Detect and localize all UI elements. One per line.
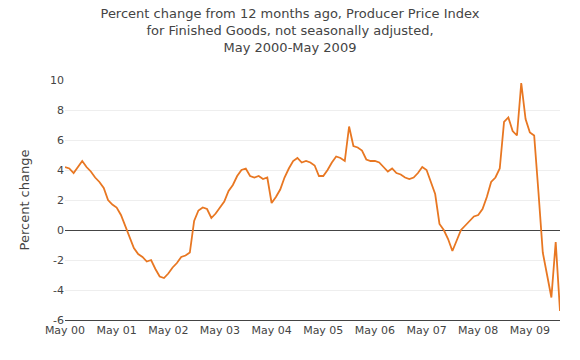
- svg-text:May 01: May 01: [97, 324, 137, 337]
- svg-text:May 03: May 03: [200, 324, 240, 337]
- svg-text:May 04: May 04: [251, 324, 291, 337]
- svg-text:-4: -4: [53, 284, 64, 297]
- svg-text:May 06: May 06: [355, 324, 395, 337]
- svg-text:10: 10: [50, 74, 64, 87]
- svg-text:May 09: May 09: [510, 324, 550, 337]
- svg-text:-2: -2: [53, 254, 64, 267]
- svg-text:8: 8: [57, 104, 64, 117]
- svg-text:May 07: May 07: [406, 324, 446, 337]
- svg-text:May 08: May 08: [458, 324, 498, 337]
- svg-text:2: 2: [57, 194, 64, 207]
- svg-text:0: 0: [57, 224, 64, 237]
- svg-text:May 00: May 00: [45, 324, 85, 337]
- svg-text:6: 6: [57, 134, 64, 147]
- svg-text:May 02: May 02: [148, 324, 188, 337]
- svg-text:Percent change from 12 months: Percent change from 12 months ago, Produ…: [101, 6, 480, 55]
- svg-text:May 05: May 05: [303, 324, 343, 337]
- svg-text:Percent change: Percent change: [17, 150, 32, 251]
- svg-text:-6: -6: [53, 314, 64, 327]
- svg-text:4: 4: [57, 164, 64, 177]
